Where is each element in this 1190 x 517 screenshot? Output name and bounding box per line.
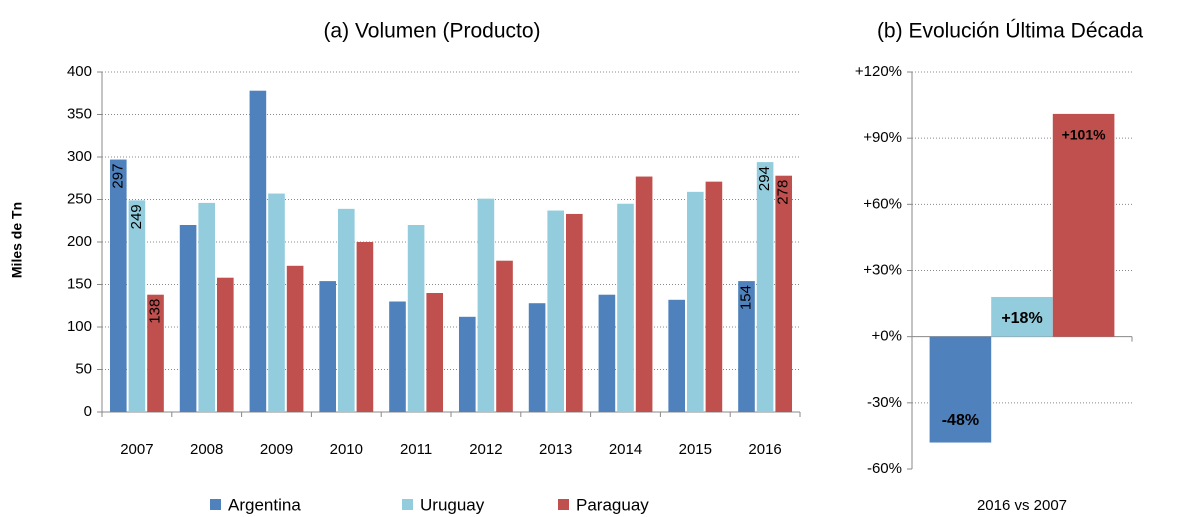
bar <box>407 225 425 412</box>
bar <box>686 191 704 412</box>
y-tick-label: -60% <box>867 460 902 477</box>
y-tick-label: +90% <box>863 129 902 146</box>
chart-title: (a) Volumen (Producto) <box>323 20 540 43</box>
data-label: +18% <box>1001 310 1042 327</box>
legend-swatch <box>558 499 569 510</box>
y-tick-label: 350 <box>67 105 92 122</box>
bar <box>668 299 685 412</box>
bar <box>738 281 755 412</box>
x-tick-label: 2011 <box>400 441 432 458</box>
bar <box>598 294 616 412</box>
bar <box>337 208 355 412</box>
bar <box>198 202 216 412</box>
y-tick-label: +30% <box>863 261 902 278</box>
y-tick-label: 50 <box>75 360 92 377</box>
bar <box>458 316 476 412</box>
y-tick-label: 150 <box>67 275 92 292</box>
x-tick-label: 2008 <box>190 441 223 458</box>
y-tick-label: +120% <box>855 63 902 80</box>
data-label: -48% <box>942 412 979 429</box>
x-tick-label: 2009 <box>260 441 293 458</box>
bar <box>775 175 793 412</box>
bar <box>319 281 336 412</box>
bar <box>109 159 127 412</box>
data-label: 249 <box>128 204 145 229</box>
legend-swatch <box>402 499 413 510</box>
bar <box>217 277 234 412</box>
bar <box>756 162 774 412</box>
bar <box>635 176 653 412</box>
data-label: +101% <box>1062 127 1107 143</box>
y-tick-label: 200 <box>67 233 92 250</box>
legend-swatch <box>210 499 221 510</box>
bar <box>389 301 406 412</box>
bar <box>147 294 164 412</box>
x-tick-label: 2010 <box>330 441 363 458</box>
bar <box>268 193 285 412</box>
x-tick-label: 2015 <box>679 441 712 458</box>
y-tick-label: 250 <box>67 190 92 207</box>
bar <box>1052 113 1115 337</box>
x-tick-label: 2013 <box>539 441 572 458</box>
y-tick-label: -30% <box>867 394 902 411</box>
y-tick-label: 300 <box>67 148 92 165</box>
data-label: 138 <box>146 299 163 324</box>
data-label: 297 <box>109 164 126 189</box>
x-tick-label: 2014 <box>609 441 642 458</box>
bar <box>547 210 565 412</box>
bar <box>286 265 304 412</box>
bar <box>179 225 197 412</box>
bar <box>617 203 634 412</box>
legend-label: Uruguay <box>420 495 485 514</box>
bar <box>991 296 1053 337</box>
y-tick-label: 100 <box>67 318 92 335</box>
x-tick-label: 2016 vs 2007 <box>977 497 1067 514</box>
x-tick-label: 2012 <box>469 441 502 458</box>
bar <box>528 303 546 412</box>
bar <box>929 336 992 443</box>
bar <box>496 260 513 412</box>
y-tick-label: 0 <box>84 403 92 420</box>
y-tick-label: +60% <box>863 195 902 212</box>
data-label: 154 <box>737 285 754 310</box>
y-tick-label: 400 <box>67 63 92 80</box>
bar <box>566 213 583 412</box>
y-tick-label: +0% <box>872 328 902 345</box>
data-label: 294 <box>756 166 773 191</box>
x-tick-label: 2016 <box>748 441 781 458</box>
bar <box>705 181 723 412</box>
bar <box>426 293 444 412</box>
bar <box>128 200 146 412</box>
bar <box>356 242 374 412</box>
legend-label: Paraguay <box>576 495 649 514</box>
data-label: 278 <box>775 180 792 205</box>
chart-title: (b) Evolución Última Década <box>877 20 1143 43</box>
legend-label: Argentina <box>228 495 301 514</box>
y-axis-label: Miles de Tn <box>9 202 25 278</box>
x-tick-label: 2007 <box>120 441 153 458</box>
bar <box>477 198 495 412</box>
bar <box>249 90 267 412</box>
